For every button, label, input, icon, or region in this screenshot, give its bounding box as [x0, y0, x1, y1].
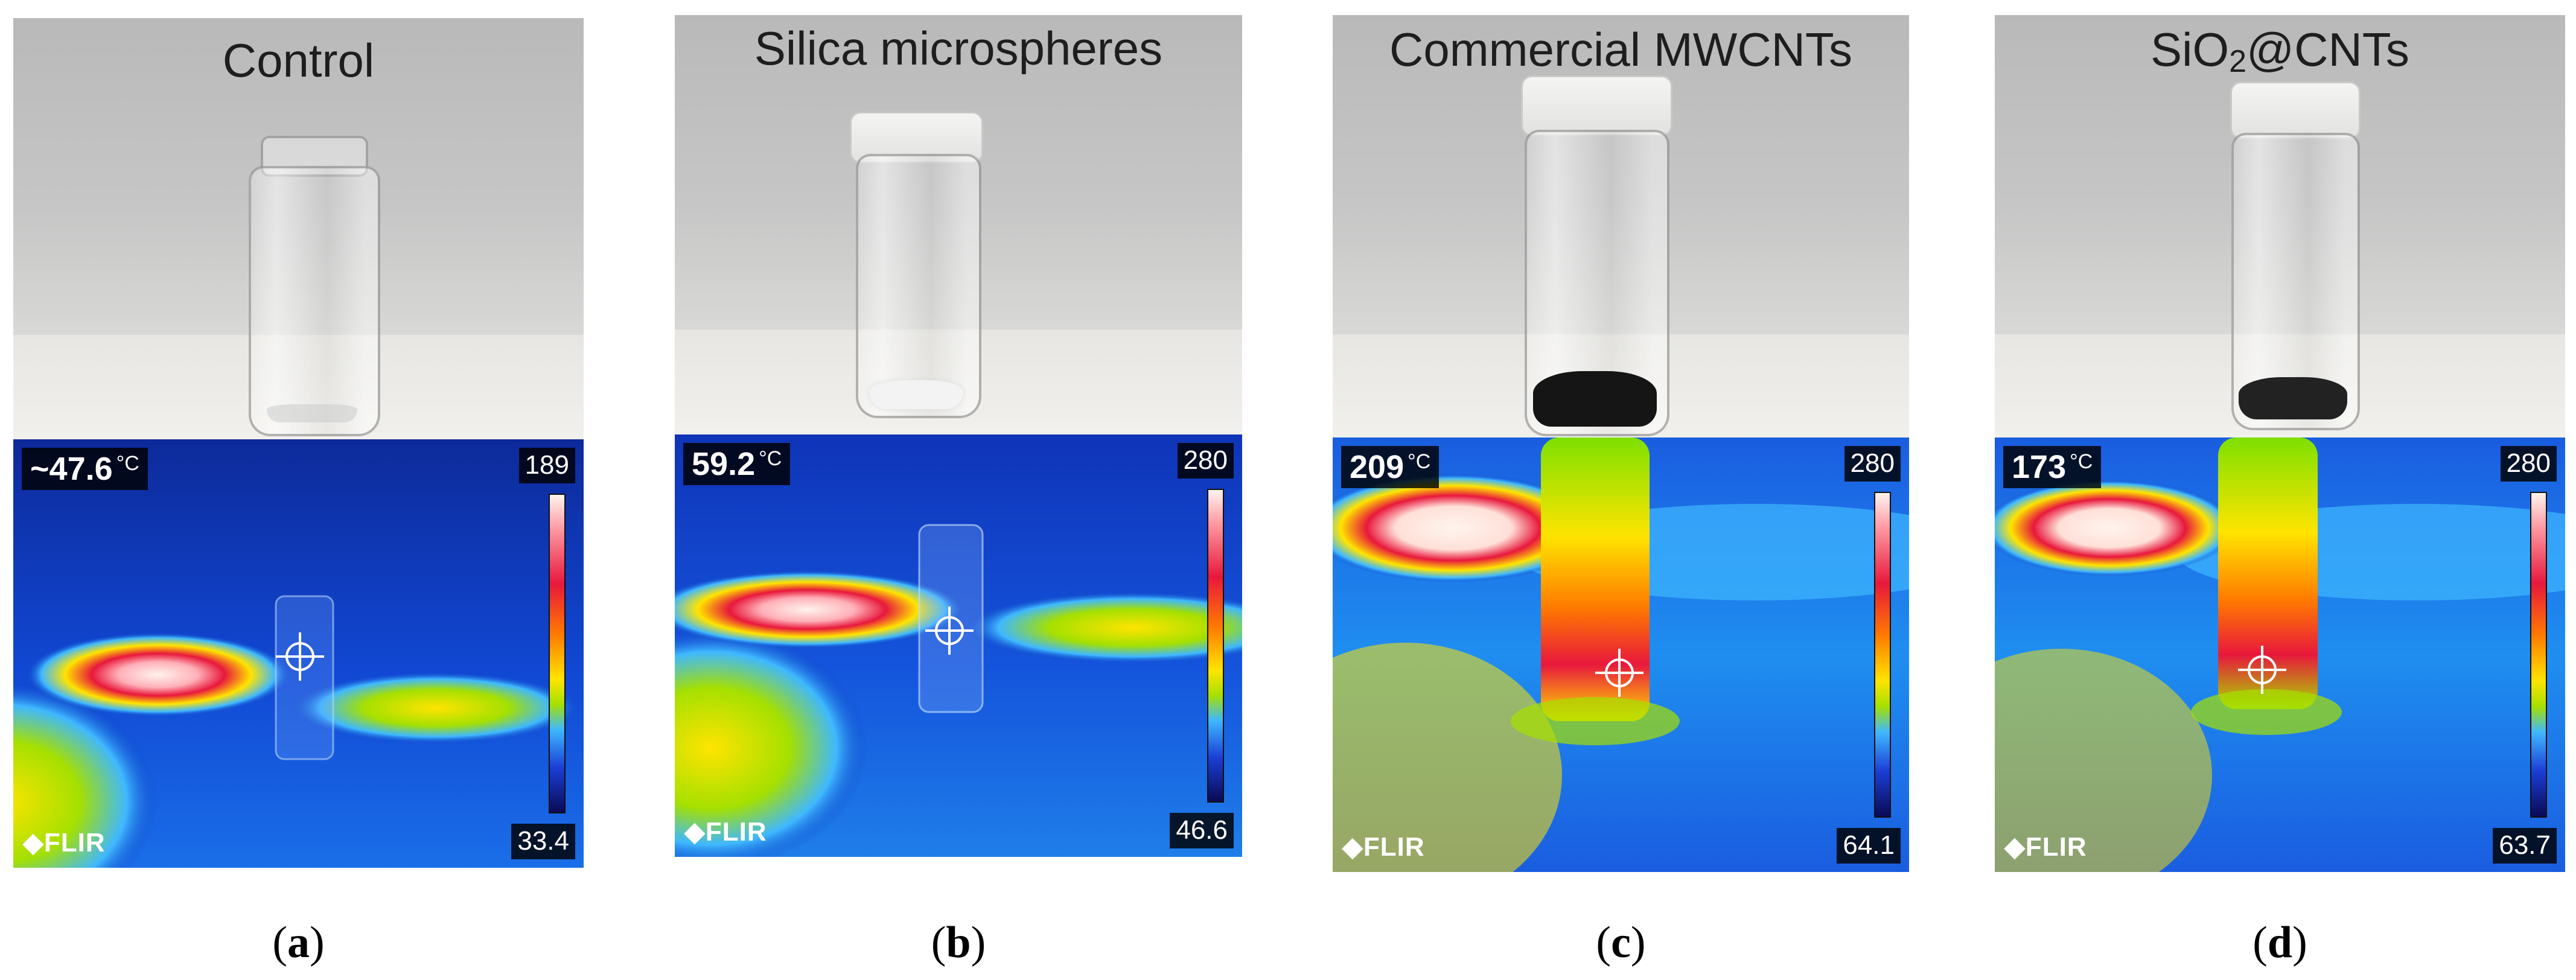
scale-max-c: 280 — [1844, 446, 1901, 482]
caption-d: (d) — [2252, 918, 2307, 967]
thermal-image-d: 173 °C 280 63.7 ◆FLIR — [1995, 438, 2565, 872]
flir-diamond-icon: ◆ — [23, 828, 44, 858]
flir-diamond-icon: ◆ — [684, 817, 706, 847]
panel-d: SiO2@CNTs — [1995, 0, 2565, 980]
flir-logo: ◆FLIR — [23, 828, 106, 858]
vial-contents-c — [1533, 371, 1657, 427]
crosshair-icon — [1595, 649, 1643, 697]
temperature-readout-d: 173 °C — [2003, 446, 2102, 489]
crosshair-icon — [276, 632, 324, 681]
vial-photo-c: Commercial MWCNTs — [1333, 15, 1909, 441]
thermal-image-b: 59.2 °C 280 46.6 ◆FLIR — [675, 434, 1242, 857]
crosshair-icon — [2238, 646, 2286, 694]
scale-max-d: 280 — [2500, 446, 2557, 482]
scale-max-a: 189 — [518, 448, 575, 483]
scale-max-b: 280 — [1177, 443, 1234, 479]
vial-photo-d: SiO2@CNTs — [1995, 15, 2565, 441]
scale-min-d: 63.7 — [2493, 828, 2557, 864]
temperature-readout-c: 209 °C — [1341, 446, 1439, 489]
vial-contents-d — [2239, 377, 2347, 419]
caption-c: (c) — [1596, 918, 1646, 967]
flir-diamond-icon: ◆ — [2004, 832, 2026, 862]
thermal-image-c: 209 °C 280 64.1 ◆FLIR — [1333, 438, 1909, 872]
caption-b: (b) — [931, 918, 986, 967]
panel-b: Silica microspheres — [675, 0, 1242, 980]
vial-photo-a: Control — [13, 18, 584, 441]
colorbar-a — [549, 494, 566, 813]
vial-contents-a — [267, 404, 357, 422]
panel-title-b: Silica microspheres — [754, 22, 1163, 75]
panel-title-a: Control — [222, 34, 375, 87]
colorbar-d — [2530, 492, 2547, 818]
vial-contents-b — [869, 380, 963, 409]
thermal-image-a: ~47.6 °C 189 33.4 ◆FLIR — [13, 439, 584, 868]
temperature-readout-b: 59.2 °C — [683, 443, 791, 486]
crosshair-icon — [925, 606, 974, 655]
colorbar-c — [1874, 492, 1891, 818]
scale-min-b: 46.6 — [1170, 813, 1234, 848]
scale-min-c: 64.1 — [1837, 828, 1901, 864]
panel-title-c: Commercial MWCNTs — [1389, 23, 1852, 76]
panel-c: Commercial MWCNTs — [1333, 0, 1909, 980]
colorbar-b — [1207, 489, 1224, 803]
panel-title-d: SiO2@CNTs — [2150, 23, 2409, 79]
scale-min-a: 33.4 — [511, 824, 575, 859]
vial-b — [856, 154, 981, 418]
flir-logo: ◆FLIR — [1342, 832, 1425, 862]
vial-photo-b: Silica microspheres — [675, 15, 1242, 434]
vial-a — [249, 166, 380, 436]
flir-logo: ◆FLIR — [684, 817, 767, 847]
flir-logo: ◆FLIR — [2004, 832, 2087, 862]
panel-a: Control — [13, 0, 584, 980]
caption-a: (a) — [272, 918, 325, 967]
flir-diamond-icon: ◆ — [1342, 832, 1363, 862]
temperature-readout-a: ~47.6 °C — [22, 448, 148, 491]
